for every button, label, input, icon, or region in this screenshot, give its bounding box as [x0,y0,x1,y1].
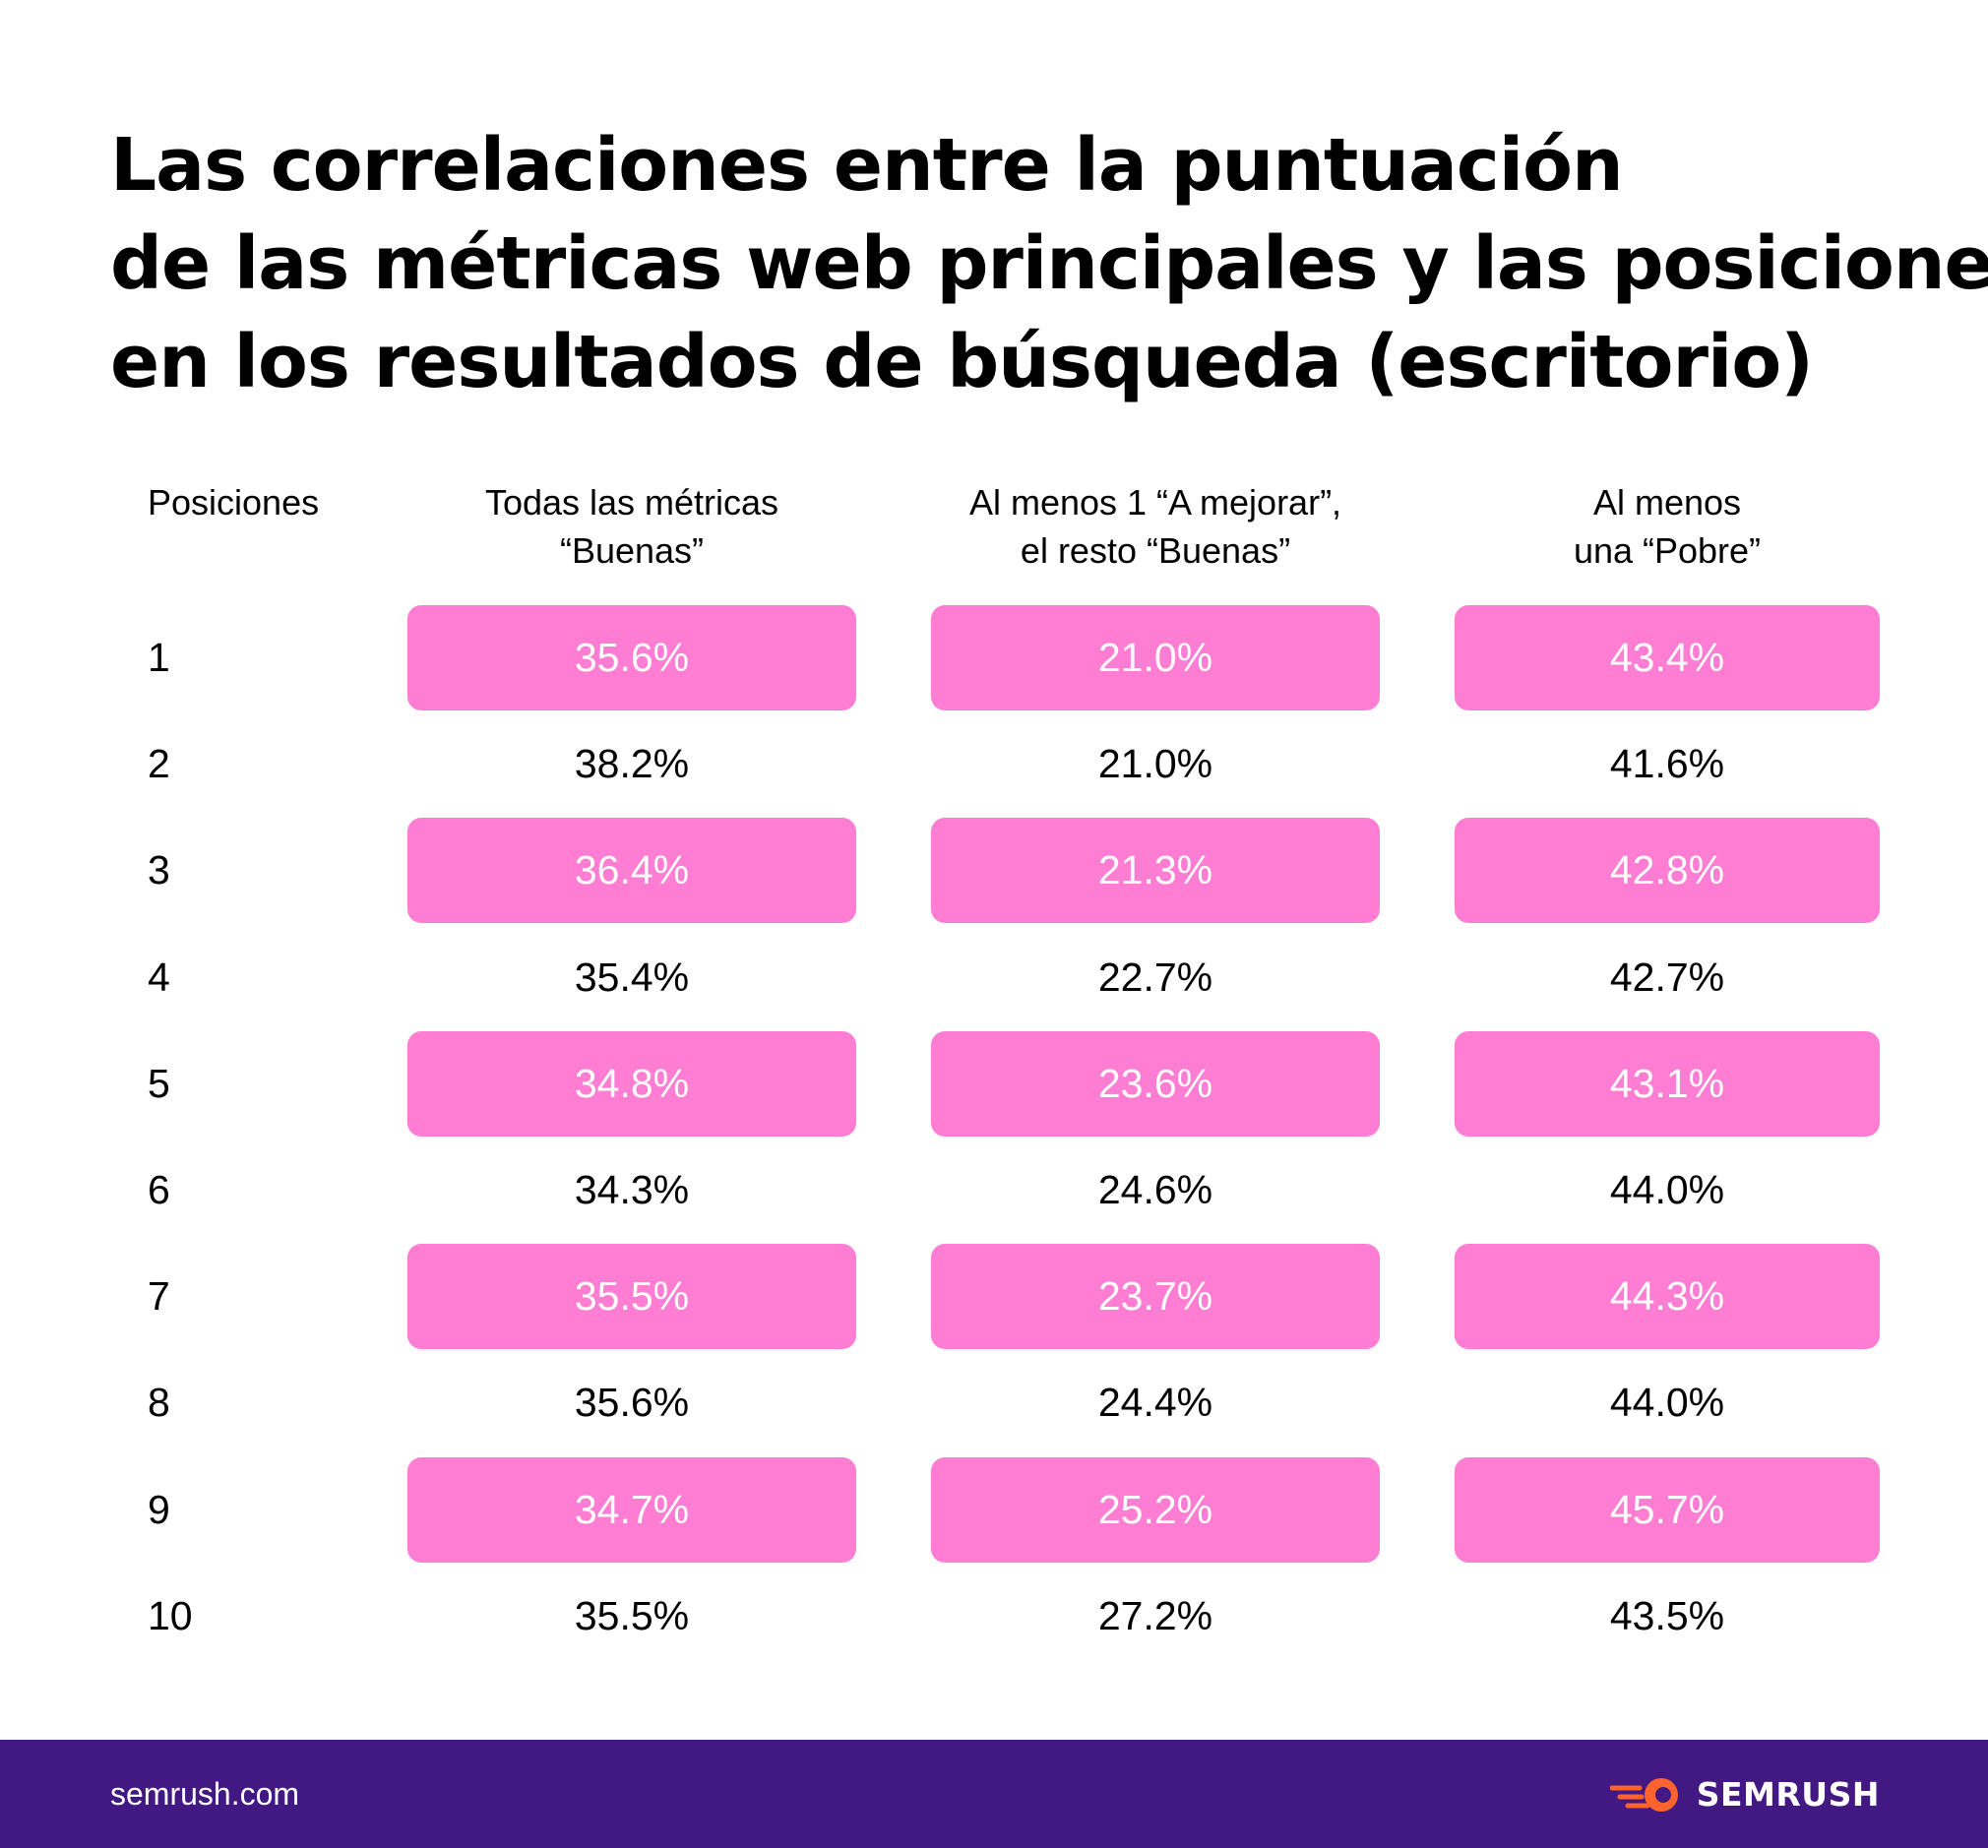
cell-needs-improvement: 21.3% [931,818,1380,923]
row-position: 9 [148,1487,170,1532]
row-position: 2 [148,741,170,786]
header-all-good: Todas las métricas “Buenas” [407,478,856,575]
cell-all-good: 36.4% [407,818,856,923]
cell-poor: 44.0% [1609,1167,1725,1212]
header-positions-label: Posiciones [148,482,320,523]
cell-all-good: 35.6% [574,1380,690,1425]
header-line: Todas las métricas [484,482,779,523]
page-title: Las correlaciones entre la puntuación de… [110,116,1988,411]
title-line: en los resultados de búsqueda (escritori… [110,320,1814,404]
brand-name: SEMRUSH [1696,1774,1880,1814]
row-position: 1 [148,635,170,680]
cell-poor: 43.5% [1609,1593,1725,1638]
cell-needs-improvement: 24.4% [1097,1380,1213,1425]
cell-poor: 42.8% [1455,818,1880,923]
cell-poor: 45.7% [1455,1457,1880,1563]
cell-all-good: 35.6% [407,605,856,710]
cell-needs-improvement: 24.6% [1097,1167,1213,1212]
cell-all-good: 35.5% [574,1593,690,1638]
header-needs-improvement: Al menos 1 “A mejorar”, el resto “Buenas… [931,478,1380,575]
cell-needs-improvement: 25.2% [931,1457,1380,1563]
cell-needs-improvement: 23.7% [931,1244,1380,1349]
cell-needs-improvement: 21.0% [1097,741,1213,786]
brand-logo: SEMRUSH [1609,1740,1880,1848]
header-line: una “Pobre” [1573,530,1762,571]
footer-site: semrush.com [110,1775,300,1812]
cell-needs-improvement: 23.6% [931,1031,1380,1137]
cell-poor: 44.0% [1609,1380,1725,1425]
row-position: 5 [148,1061,170,1106]
cell-all-good: 35.5% [407,1244,856,1349]
footer: semrush.com SEMRUSH [0,1740,1988,1848]
header-line: “Buenas” [559,530,705,571]
cell-all-good: 34.3% [574,1167,690,1212]
header-line: Al menos 1 “A mejorar”, [968,482,1342,523]
cell-poor: 41.6% [1609,741,1725,786]
cell-poor: 44.3% [1455,1244,1880,1349]
cell-needs-improvement: 22.7% [1097,955,1213,1000]
row-position: 4 [148,955,170,1000]
row-position: 10 [148,1593,193,1638]
header-poor: Al menos una “Pobre” [1455,478,1880,575]
row-position: 6 [148,1167,170,1212]
row-position: 3 [148,847,170,893]
cell-all-good: 34.8% [407,1031,856,1137]
title-line: de las métricas web principales y las po… [110,221,1988,306]
cell-needs-improvement: 21.0% [931,605,1380,710]
cell-all-good: 35.4% [574,955,690,1000]
cell-poor: 42.7% [1609,955,1725,1000]
cell-poor: 43.1% [1455,1031,1880,1137]
cell-all-good: 38.2% [574,741,690,786]
row-position: 8 [148,1380,170,1425]
header-line: Al menos [1592,482,1742,523]
cell-all-good: 34.7% [407,1457,856,1563]
cell-needs-improvement: 27.2% [1097,1593,1213,1638]
semrush-fireball-icon [1609,1778,1678,1812]
header-positions: Posiciones [148,478,319,526]
header-line: el resto “Buenas” [1020,530,1291,571]
cell-poor: 43.4% [1455,605,1880,710]
title-line: Las correlaciones entre la puntuación [110,123,1624,208]
row-position: 7 [148,1273,170,1319]
